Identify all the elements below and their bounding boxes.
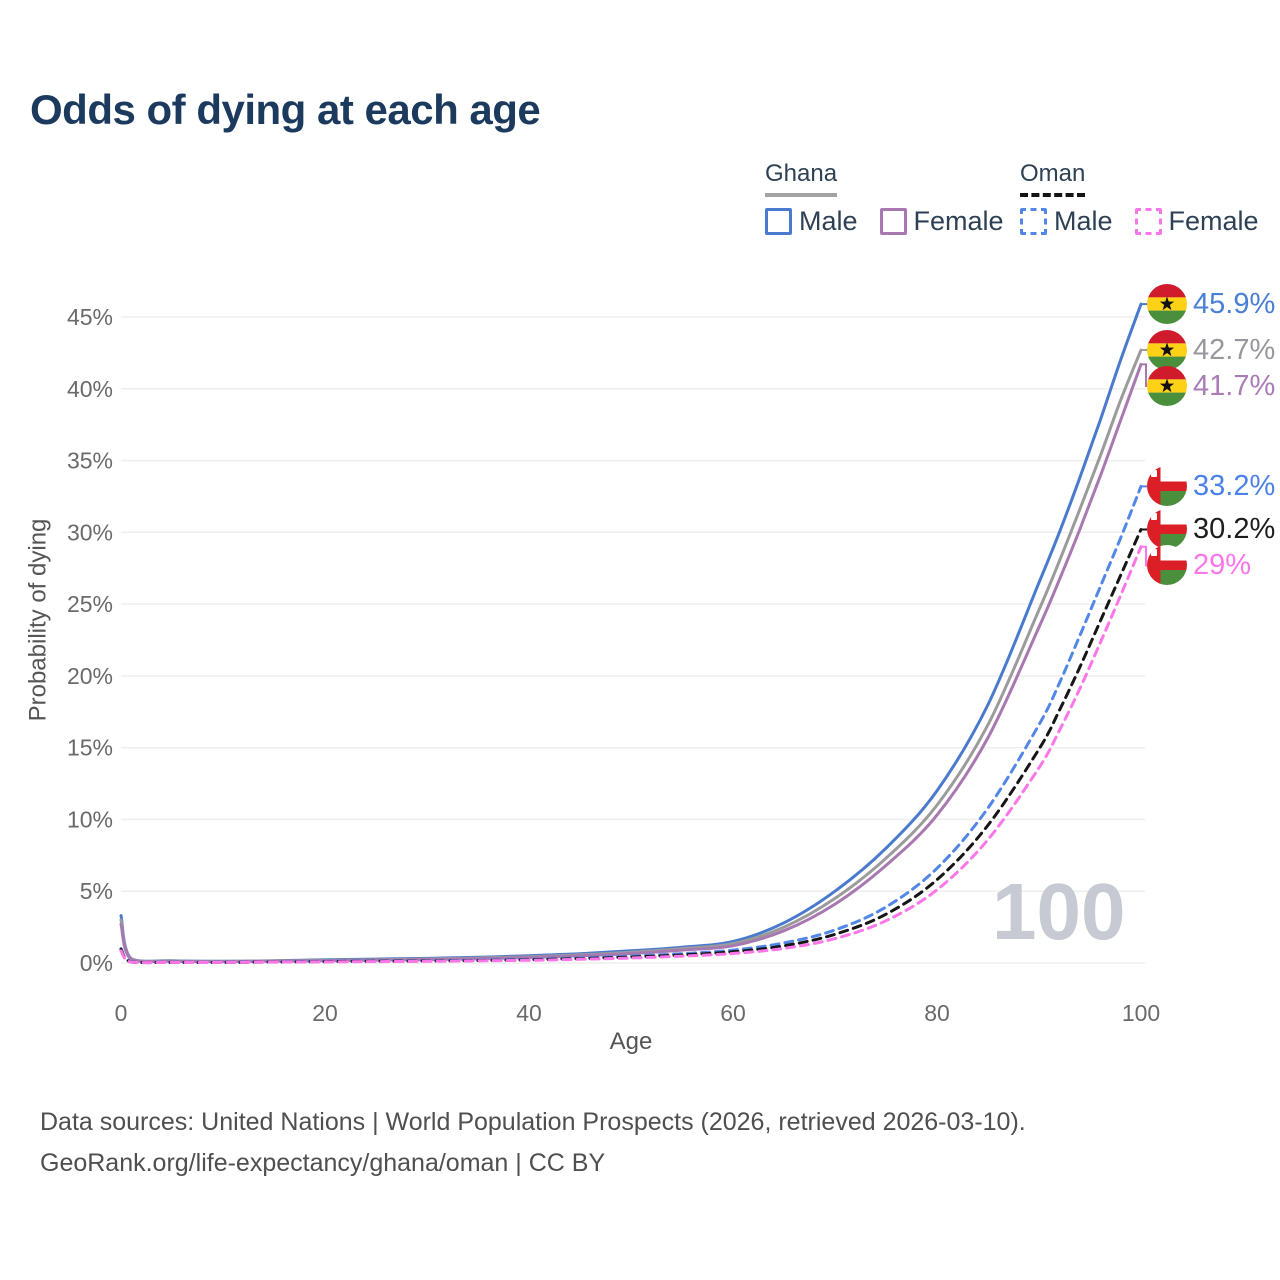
y-tick-label: 30%	[67, 519, 113, 545]
legend-label-oman-female[interactable]: Female	[1168, 206, 1259, 236]
legend-group-ghana: Ghana Male Female	[765, 160, 1026, 237]
x-tick-label: 80	[924, 1000, 950, 1026]
x-tick-label: 40	[516, 1000, 542, 1026]
y-tick-label: 20%	[67, 663, 113, 689]
series-value-label: 30.2%	[1193, 512, 1276, 545]
series-value-label: 42.7%	[1193, 333, 1276, 366]
ghana-flag-icon	[1147, 330, 1187, 371]
series-line-oman-both-sexes[interactable]	[119, 528, 1143, 965]
data-sources-footer: Data sources: United Nations | World Pop…	[40, 1102, 1026, 1184]
ghana-flag-icon	[1147, 366, 1187, 407]
end-label-ghana-male: 45.9%	[1147, 284, 1276, 325]
end-label-ghana-both: 42.7%	[1147, 330, 1276, 371]
legend-ghana-header: Ghana	[765, 160, 838, 197]
x-tick-label: 60	[720, 1000, 746, 1026]
page-title: Odds of dying at each age	[30, 86, 541, 133]
y-axis-label: Probability of dying	[24, 518, 52, 722]
legend-label-ghana-female[interactable]: Female	[913, 206, 1004, 236]
series-line-ghana-female[interactable]	[119, 362, 1143, 964]
y-tick-label: 25%	[67, 591, 113, 617]
end-label-oman-both: 30.2%	[1147, 509, 1276, 550]
series-line-oman-female[interactable]	[119, 545, 1143, 965]
y-tick-label: 10%	[67, 806, 113, 832]
y-tick-label: 35%	[67, 448, 113, 474]
legend-label-oman-male[interactable]: Male	[1054, 206, 1113, 236]
series-value-label: 45.9%	[1193, 287, 1276, 320]
y-tick-label: 40%	[67, 376, 113, 402]
x-tick-label: 20	[312, 1000, 338, 1026]
y-tick-label: 45%	[67, 304, 113, 330]
oman-flag-icon	[1147, 466, 1187, 507]
y-tick-label: 0%	[80, 950, 113, 976]
series-value-label: 33.2%	[1193, 469, 1276, 502]
age-counter-watermark: 100	[992, 867, 1126, 956]
footer-line-1: Data sources: United Nations | World Pop…	[40, 1108, 1026, 1136]
footer-line-2: GeoRank.org/life-expectancy/ghana/oman |…	[40, 1149, 606, 1177]
series-value-label: 29%	[1193, 548, 1252, 581]
legend-oman-header: Oman	[1020, 160, 1086, 197]
y-tick-label: 15%	[67, 735, 113, 761]
series-line-ghana-male[interactable]	[119, 302, 1143, 963]
x-tick-label: 0	[115, 1000, 128, 1026]
y-tick-label: 5%	[80, 878, 113, 904]
ghana-flag-icon	[1147, 284, 1187, 325]
legend-group-oman: Oman Male Female	[1020, 160, 1280, 237]
end-label-oman-female: 29%	[1147, 545, 1252, 586]
legend-oman-items: Male Female	[1020, 206, 1280, 237]
legend-swatch-oman-male[interactable]	[1020, 208, 1047, 235]
legend-label-ghana-male[interactable]: Male	[799, 206, 858, 236]
legend-swatch-ghana-female[interactable]	[879, 208, 907, 235]
series-line-ghana-both-sexes[interactable]	[119, 348, 1143, 963]
oman-flag-icon	[1147, 545, 1187, 586]
series-value-label: 41.7%	[1193, 369, 1276, 402]
end-label-oman-male: 33.2%	[1147, 466, 1276, 507]
legend-ghana-items: Male Female	[765, 206, 1026, 237]
end-label-ghana-female: 41.7%	[1147, 366, 1276, 407]
oman-flag-icon	[1147, 509, 1187, 550]
legend-swatch-ghana-male[interactable]	[765, 208, 792, 235]
x-tick-label: 100	[1122, 1000, 1160, 1026]
legend-swatch-oman-female[interactable]	[1134, 208, 1162, 235]
x-axis-label: Age	[609, 1028, 653, 1055]
